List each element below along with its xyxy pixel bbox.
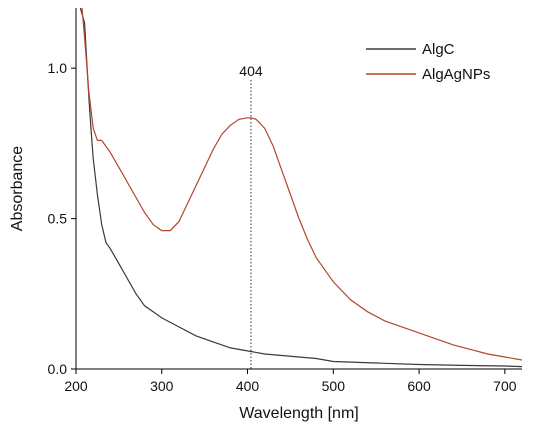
y-tick-label: 0.0 <box>48 361 68 377</box>
annotation-layer: 404 <box>239 63 263 369</box>
legend: AlgC AlgAgNPs <box>366 41 490 83</box>
legend-label-1: AlgAgNPs <box>422 66 490 83</box>
x-axis-title: Wavelength [nm] <box>239 405 358 422</box>
legend-label-0: AlgC <box>422 41 455 58</box>
x-tick-label: 400 <box>236 378 260 394</box>
x-tick-label: 200 <box>64 378 88 394</box>
series-line-0 <box>79 8 522 368</box>
axes: 200 300 400 500 600 700 0.0 0.5 1.0 <box>48 8 522 394</box>
annotation-label: 404 <box>239 63 263 79</box>
x-tick-label: 300 <box>150 378 174 394</box>
x-tick-label: 500 <box>322 378 346 394</box>
y-tick-label: 0.5 <box>48 211 68 227</box>
series-line-1 <box>81 8 522 361</box>
y-axis-title: Absorbance <box>9 146 26 231</box>
x-tick-label: 700 <box>493 378 517 394</box>
x-tick-label: 600 <box>407 378 431 394</box>
y-tick-label: 1.0 <box>48 60 68 76</box>
series-layer <box>79 8 522 368</box>
